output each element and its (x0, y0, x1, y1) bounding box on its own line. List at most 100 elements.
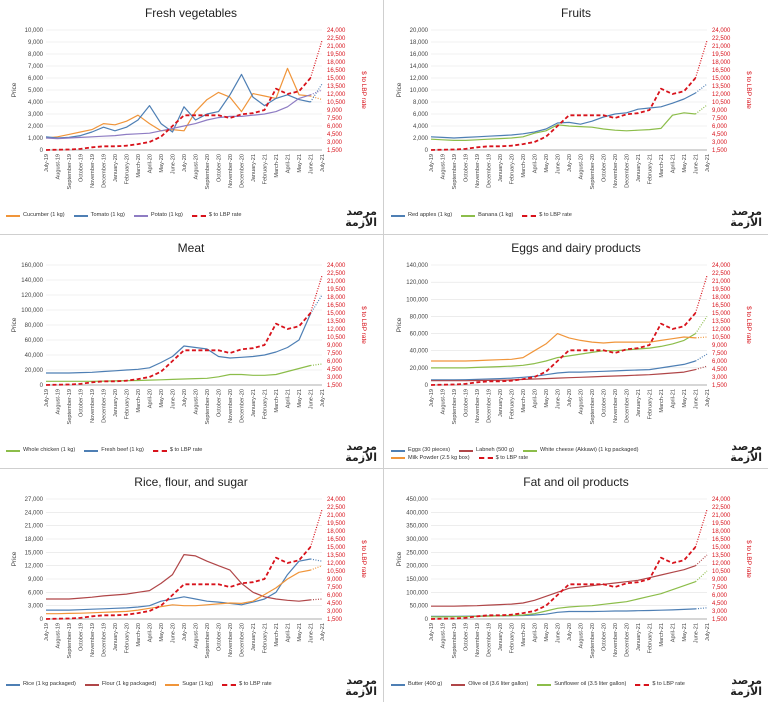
legend-label: Sugar (1 kg) (182, 681, 214, 687)
series-line (430, 92, 696, 139)
y2-tick-label: 6,000 (712, 593, 728, 599)
legend-swatch (391, 449, 405, 452)
y-tick-label: 20,000 (410, 366, 429, 372)
y2-axis-label: $ to LBP rate (745, 306, 752, 344)
legend-item: Flour (1 kg packaged) (84, 681, 156, 688)
series-line (46, 553, 311, 602)
series-line (45, 73, 311, 139)
legend-item: $ to LBP rate (152, 447, 203, 454)
y-axis-label: Price (396, 317, 403, 332)
series-line (45, 77, 312, 151)
legend-item: Milk Powder (2.5 kg box) (391, 455, 470, 462)
y2-tick-label: 4,500 (712, 601, 728, 607)
series-line (45, 312, 312, 386)
y2-tick-label: 19,500 (327, 52, 346, 58)
y2-tick-label: 12,000 (327, 561, 346, 567)
y2-tick-label: 16,500 (712, 537, 731, 543)
x-tick-label: May-21 (682, 623, 688, 642)
x-tick-label: May-20 (544, 623, 550, 642)
y2-tick-label: 15,000 (327, 311, 346, 317)
x-tick-label: July-19 (44, 623, 50, 641)
x-tick-label: November-20 (228, 389, 234, 423)
y2-tick-label: 18,000 (712, 60, 731, 66)
y2-tick-label: 13,500 (712, 553, 731, 559)
chart-panel-rice-flour-sugar: Rice, flour, and sugar 0 3,000 6,000 9,000 1… (0, 469, 382, 701)
y2-tick-label: 12,000 (712, 561, 731, 567)
y2-tick-label: 24,000 (327, 497, 346, 503)
series-line (46, 313, 312, 374)
y2-tick-label: 3,000 (712, 140, 728, 146)
x-tick-label: March-20 (136, 389, 142, 413)
legend-swatch (391, 214, 405, 217)
y-tick-label: 160,000 (21, 263, 43, 269)
y-axis-label: Price (11, 82, 18, 97)
x-tick-label: August-19 (56, 154, 62, 180)
legend-item: Cucumber (1 kg) (6, 212, 65, 219)
x-tick-label: July-19 (429, 389, 435, 407)
y2-tick-label: 24,000 (327, 28, 346, 34)
y2-tick-label: 9,000 (712, 343, 728, 349)
y-tick-label: 200,000 (406, 564, 428, 570)
x-tick-label: June-20 (556, 623, 562, 643)
x-tick-label: March-20 (136, 154, 142, 178)
chart-svg: 0 50,000 100,000 150,000 200,000 250,000 300,0… (396, 497, 752, 658)
legend-label: Fresh beef (1 kg) (101, 447, 144, 453)
x-tick-label: July-19 (429, 623, 435, 641)
chart-panel-eggs-dairy: Eggs and dairy products 0 20,000 40,000 60,… (385, 235, 767, 467)
x-tick-label: May-21 (297, 623, 303, 642)
legend-item: White cheese (Akkawi) (1 kg packaged) (522, 447, 639, 454)
x-tick-label: January-20 (498, 623, 504, 651)
y-tick-label: 24,000 (25, 510, 44, 516)
y-tick-label: 450,000 (406, 497, 428, 503)
x-tick-label: April-21 (671, 389, 677, 408)
legend-label: $ to LBP rate (539, 212, 572, 218)
chart-svg: 0 3,000 6,000 9,000 12,000 15,000 18,000 21,000… (11, 497, 367, 658)
y2-tick-label: 13,500 (327, 84, 346, 90)
x-tick-label: August-19 (441, 623, 447, 649)
y2-tick-label: 7,500 (327, 116, 343, 122)
y-axis-label: Price (11, 317, 18, 332)
series-line (431, 369, 696, 382)
y-tick-label: 80,000 (410, 314, 429, 320)
x-tick-label: May-20 (544, 389, 550, 408)
y2-axis-label: $ to LBP rate (360, 71, 367, 109)
legend-label: $ to LBP rate (169, 447, 203, 453)
x-tick-label: August-19 (56, 623, 62, 649)
x-tick-label: February-20 (125, 154, 131, 184)
logo: مرصد الأزمة (730, 205, 762, 229)
x-tick-label: June-20 (171, 389, 177, 409)
chart-panel-vegetables: Fresh vegetables 0 1,000 2,000 3,000 4,000 5,… (0, 0, 382, 232)
y2-tick-label: 18,000 (327, 60, 346, 66)
y-axis-label: Price (11, 551, 18, 566)
y-tick-label: 120,000 (406, 280, 428, 286)
x-tick-label: September-20 (205, 389, 211, 424)
y2-tick-label: 15,000 (712, 545, 731, 551)
legend-label: Potato (1 kg) (150, 212, 183, 218)
x-tick-label: April-21 (671, 154, 677, 173)
legend-label: $ to LBP rate (652, 681, 685, 687)
y2-tick-label: 22,500 (327, 36, 346, 42)
y2-tick-label: 6,000 (712, 124, 728, 130)
series-projection (695, 607, 708, 610)
x-tick-label: July-20 (182, 389, 188, 407)
series-projection (695, 570, 708, 583)
x-tick-label: May-20 (544, 154, 550, 173)
series-projection (695, 336, 708, 339)
y-tick-label: 100,000 (21, 308, 43, 314)
x-tick-label: April-21 (671, 623, 677, 642)
y-tick-label: 250,000 (406, 550, 428, 556)
x-tick-label: February-20 (510, 389, 516, 419)
y-tick-label: 300,000 (406, 537, 428, 543)
y2-tick-label: 7,500 (712, 116, 728, 122)
y2-tick-label: 6,000 (712, 359, 728, 365)
legend-swatch (478, 457, 493, 459)
legend-swatch (6, 449, 20, 452)
x-tick-label: March-20 (521, 623, 527, 647)
legend-label: Cucumber (1 kg) (23, 212, 65, 218)
chart-title: Meat (177, 241, 205, 255)
x-tick-label: January-20 (113, 389, 119, 417)
legend-swatch (461, 214, 476, 217)
x-tick-label: June-20 (556, 154, 562, 174)
y2-tick-label: 21,000 (327, 513, 346, 519)
y-tick-label: 2,000 (28, 124, 44, 130)
